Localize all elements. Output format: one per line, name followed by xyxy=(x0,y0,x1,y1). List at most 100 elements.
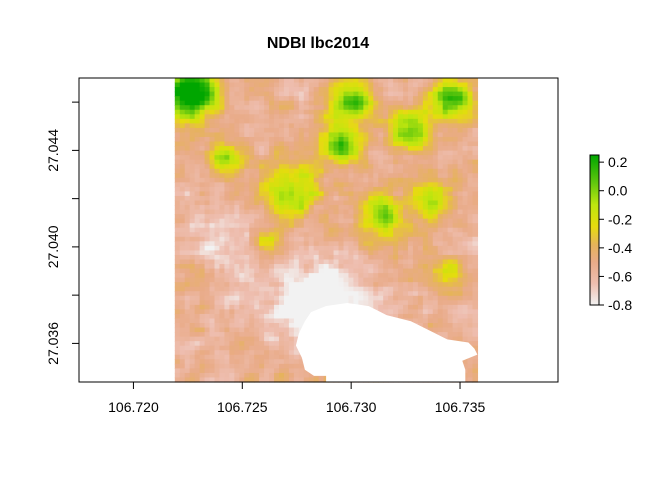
raster-cell xyxy=(398,109,404,115)
raster-cell xyxy=(467,96,474,102)
raster-cell xyxy=(274,377,280,383)
raster-cell xyxy=(234,146,240,152)
raster-cell xyxy=(308,155,315,161)
raster-cell xyxy=(462,259,469,265)
raster-cell xyxy=(318,177,325,183)
raster-cell xyxy=(452,223,459,229)
raster-cell xyxy=(338,277,345,283)
raster-cell xyxy=(298,87,305,93)
raster-cell xyxy=(224,87,230,93)
raster-cell xyxy=(209,259,216,265)
raster-cell xyxy=(283,241,290,247)
raster-cell xyxy=(194,87,201,93)
raster-cell xyxy=(353,214,359,220)
raster-cell xyxy=(288,318,295,324)
raster-cell xyxy=(373,236,379,242)
raster-cell xyxy=(269,96,275,102)
raster-cell xyxy=(328,96,335,102)
raster-cell xyxy=(432,309,439,315)
raster-cell xyxy=(313,87,320,93)
raster-cell xyxy=(442,300,449,306)
raster-cell xyxy=(264,313,270,320)
raster-cell xyxy=(313,205,320,211)
raster-cell xyxy=(378,109,384,115)
raster-cell xyxy=(348,150,355,156)
raster-cell xyxy=(174,109,181,115)
raster-cell xyxy=(274,123,280,129)
raster-cell xyxy=(358,227,364,233)
raster-cell xyxy=(328,91,335,97)
raster-cell xyxy=(239,304,245,311)
raster-cell xyxy=(442,191,449,197)
raster-cell xyxy=(204,359,211,365)
raster-cell xyxy=(323,241,330,247)
raster-cell xyxy=(432,300,439,306)
raster-cell xyxy=(363,114,369,120)
raster-cell xyxy=(457,245,464,252)
raster-cell xyxy=(184,282,191,288)
raster-cell xyxy=(254,300,260,306)
raster-cell xyxy=(293,254,300,261)
raster-cell xyxy=(283,354,290,360)
raster-cell xyxy=(452,282,459,288)
raster-cell xyxy=(259,359,265,365)
raster-cell xyxy=(264,96,270,102)
raster-cell xyxy=(462,100,469,106)
raster-cell xyxy=(393,168,399,174)
raster-cell xyxy=(472,304,479,311)
raster-cell xyxy=(229,82,235,88)
raster-cell xyxy=(313,200,320,206)
raster-cell xyxy=(288,91,295,97)
raster-cell xyxy=(234,241,240,247)
raster-cell xyxy=(224,232,230,238)
raster-cell xyxy=(264,209,270,215)
raster-cell xyxy=(348,200,355,206)
raster-cell xyxy=(224,205,230,211)
raster-cell xyxy=(278,286,285,292)
raster-cell xyxy=(467,132,474,138)
raster-cell xyxy=(239,259,245,265)
raster-cell xyxy=(412,218,419,224)
raster-cell xyxy=(189,377,196,383)
raster-cell xyxy=(239,250,245,256)
raster-cell xyxy=(244,363,250,369)
raster-cell xyxy=(283,291,290,297)
raster-cell xyxy=(472,268,479,274)
raster-cell xyxy=(363,273,369,279)
raster-cell xyxy=(244,245,250,252)
raster-cell xyxy=(472,82,479,88)
raster-cell xyxy=(333,205,340,211)
raster-cell xyxy=(189,273,196,279)
raster-cell xyxy=(278,96,285,102)
raster-cell xyxy=(224,245,230,252)
raster-cell xyxy=(219,273,226,279)
raster-cell xyxy=(214,282,221,288)
raster-cell xyxy=(219,227,226,233)
raster-cell xyxy=(278,354,285,360)
raster-cell xyxy=(298,359,305,365)
raster-cell xyxy=(174,118,181,124)
raster-cell xyxy=(288,150,295,156)
raster-cell xyxy=(234,168,240,174)
raster-cell xyxy=(274,91,280,97)
raster-cell xyxy=(313,118,320,124)
raster-cell xyxy=(348,182,355,188)
raster-cell xyxy=(259,309,265,315)
raster-cell xyxy=(422,177,429,183)
raster-cell xyxy=(328,236,335,242)
raster-cell xyxy=(219,105,226,111)
raster-cell xyxy=(174,264,181,270)
raster-cell xyxy=(254,186,260,193)
raster-cell xyxy=(333,236,340,242)
raster-cell xyxy=(457,327,464,333)
raster-cell xyxy=(383,236,389,242)
raster-cell xyxy=(407,87,414,93)
raster-cell xyxy=(259,250,265,256)
raster-cell xyxy=(313,223,320,229)
raster-cell xyxy=(393,268,399,274)
raster-cell xyxy=(398,141,404,147)
raster-cell xyxy=(323,105,330,111)
raster-cell xyxy=(462,363,469,369)
raster-cell xyxy=(427,254,434,261)
